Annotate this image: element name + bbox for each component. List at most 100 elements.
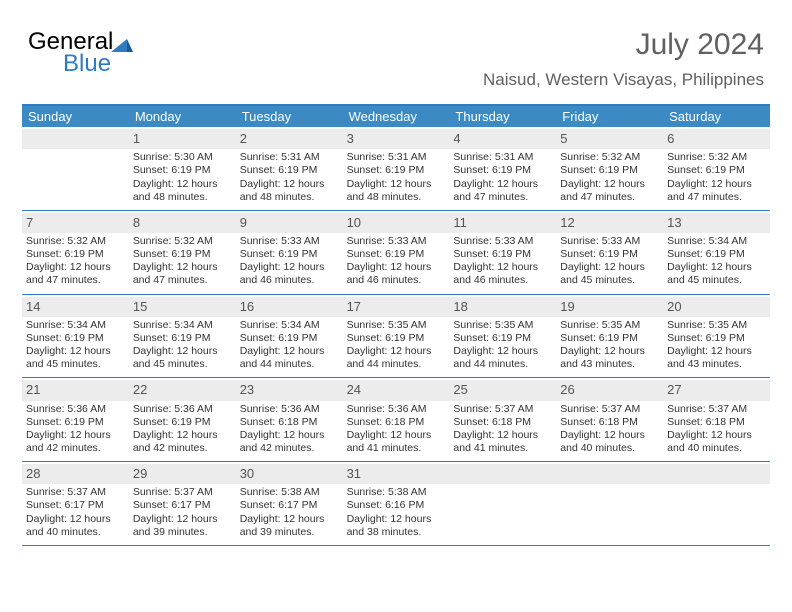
logo: General Blue: [28, 28, 135, 56]
day-cell: 31Sunrise: 5:38 AMSunset: 6:16 PMDayligh…: [343, 462, 450, 545]
daylight-text: Daylight: 12 hours and 45 minutes.: [560, 261, 659, 287]
day-cell: 26Sunrise: 5:37 AMSunset: 6:18 PMDayligh…: [556, 378, 663, 461]
sunset-text: Sunset: 6:19 PM: [26, 248, 125, 261]
day-number: 24: [343, 380, 450, 400]
daylight-text: Daylight: 12 hours and 40 minutes.: [667, 429, 766, 455]
header: General Blue July 2024 Naisud, Western V…: [0, 0, 792, 94]
day-number: 8: [129, 213, 236, 233]
day-cell: 29Sunrise: 5:37 AMSunset: 6:17 PMDayligh…: [129, 462, 236, 545]
daylight-text: Daylight: 12 hours and 44 minutes.: [347, 345, 446, 371]
sunset-text: Sunset: 6:19 PM: [560, 164, 659, 177]
daylight-text: Daylight: 12 hours and 43 minutes.: [667, 345, 766, 371]
day-number: 22: [129, 380, 236, 400]
daylight-text: Daylight: 12 hours and 41 minutes.: [347, 429, 446, 455]
day-cell: 7Sunrise: 5:32 AMSunset: 6:19 PMDaylight…: [22, 211, 129, 294]
day-number: 31: [343, 464, 450, 484]
day-number: 17: [343, 297, 450, 317]
daylight-text: Daylight: 12 hours and 47 minutes.: [453, 178, 552, 204]
sunset-text: Sunset: 6:19 PM: [667, 248, 766, 261]
daylight-text: Daylight: 12 hours and 45 minutes.: [133, 345, 232, 371]
sunrise-text: Sunrise: 5:32 AM: [560, 151, 659, 164]
day-number: 16: [236, 297, 343, 317]
sunset-text: Sunset: 6:19 PM: [347, 332, 446, 345]
day-number: 1: [129, 129, 236, 149]
day-number: 4: [449, 129, 556, 149]
calendar: Sunday Monday Tuesday Wednesday Thursday…: [22, 104, 770, 546]
sunset-text: Sunset: 6:19 PM: [347, 164, 446, 177]
sunrise-text: Sunrise: 5:37 AM: [133, 486, 232, 499]
sunrise-text: Sunrise: 5:31 AM: [240, 151, 339, 164]
week-row: 21Sunrise: 5:36 AMSunset: 6:19 PMDayligh…: [22, 378, 770, 462]
day-cell: 9Sunrise: 5:33 AMSunset: 6:19 PMDaylight…: [236, 211, 343, 294]
sunset-text: Sunset: 6:18 PM: [347, 416, 446, 429]
day-cell: [663, 462, 770, 545]
daylight-text: Daylight: 12 hours and 46 minutes.: [453, 261, 552, 287]
day-cell: 27Sunrise: 5:37 AMSunset: 6:18 PMDayligh…: [663, 378, 770, 461]
day-number: 12: [556, 213, 663, 233]
day-cell: 24 Sunrise: 5:36 AMSunset: 6:18 PMDayligh…: [343, 378, 450, 461]
daylight-text: Daylight: 12 hours and 41 minutes.: [453, 429, 552, 455]
day-number: 20: [663, 297, 770, 317]
sunset-text: Sunset: 6:16 PM: [347, 499, 446, 512]
day-number: 25: [449, 380, 556, 400]
daylight-text: Daylight: 12 hours and 47 minutes.: [26, 261, 125, 287]
day-number: 9: [236, 213, 343, 233]
week-row: 1Sunrise: 5:30 AMSunset: 6:19 PMDaylight…: [22, 127, 770, 211]
day-number: 11: [449, 213, 556, 233]
dayname-sunday: Sunday: [22, 106, 129, 127]
sunset-text: Sunset: 6:19 PM: [133, 164, 232, 177]
sunset-text: Sunset: 6:19 PM: [240, 332, 339, 345]
logo-triangle-icon: [111, 36, 133, 52]
daylight-text: Daylight: 12 hours and 47 minutes.: [667, 178, 766, 204]
day-cell: 25Sunrise: 5:37 AMSunset: 6:18 PMDayligh…: [449, 378, 556, 461]
day-cell: 1 Sunrise: 5:30 AMSunset: 6:19 PMDaylight…: [129, 127, 236, 210]
sunset-text: Sunset: 6:19 PM: [560, 248, 659, 261]
daylight-text: Daylight: 12 hours and 48 minutes.: [133, 178, 232, 204]
daylight-text: Daylight: 12 hours and 42 minutes.: [133, 429, 232, 455]
daylight-text: Daylight: 12 hours and 40 minutes.: [26, 513, 125, 539]
sunrise-text: Sunrise: 5:33 AM: [347, 235, 446, 248]
sunrise-text: Sunrise: 5:32 AM: [667, 151, 766, 164]
daylight-text: Daylight: 12 hours and 48 minutes.: [347, 178, 446, 204]
day-cell: 23Sunrise: 5:36 AMSunset: 6:18 PMDayligh…: [236, 378, 343, 461]
sunrise-text: Sunrise: 5:35 AM: [560, 319, 659, 332]
month-title: July 2024: [483, 28, 764, 62]
sunrise-text: Sunrise: 5:36 AM: [133, 403, 232, 416]
sunrise-text: Sunrise: 5:37 AM: [26, 486, 125, 499]
week-row: 28Sunrise: 5:37 AMSunset: 6:17 PMDayligh…: [22, 462, 770, 546]
daylight-text: Daylight: 12 hours and 48 minutes.: [240, 178, 339, 204]
sunrise-text: Sunrise: 5:31 AM: [453, 151, 552, 164]
sunset-text: Sunset: 6:18 PM: [560, 416, 659, 429]
sunrise-text: Sunrise: 5:32 AM: [26, 235, 125, 248]
day-cell: 8Sunrise: 5:32 AMSunset: 6:19 PMDaylight…: [129, 211, 236, 294]
sunrise-text: Sunrise: 5:34 AM: [240, 319, 339, 332]
daylight-text: Daylight: 12 hours and 44 minutes.: [240, 345, 339, 371]
day-number: 14: [22, 297, 129, 317]
sunrise-text: Sunrise: 5:36 AM: [26, 403, 125, 416]
daylight-text: Daylight: 12 hours and 47 minutes.: [560, 178, 659, 204]
sunrise-text: Sunrise: 5:30 AM: [133, 151, 232, 164]
day-number: 23: [236, 380, 343, 400]
day-cell: 11Sunrise: 5:33 AMSunset: 6:19 PMDayligh…: [449, 211, 556, 294]
day-number: [22, 129, 129, 149]
day-number: 26: [556, 380, 663, 400]
sunrise-text: Sunrise: 5:35 AM: [667, 319, 766, 332]
sunrise-text: Sunrise: 5:38 AM: [240, 486, 339, 499]
day-cell: 4 Sunrise: 5:31 AMSunset: 6:19 PMDaylight…: [449, 127, 556, 210]
day-cell: 17 Sunrise: 5:35 AMSunset: 6:19 PMDayligh…: [343, 295, 450, 378]
daylight-text: Daylight: 12 hours and 42 minutes.: [240, 429, 339, 455]
day-number: 19: [556, 297, 663, 317]
sunset-text: Sunset: 6:19 PM: [133, 332, 232, 345]
daylight-text: Daylight: 12 hours and 45 minutes.: [667, 261, 766, 287]
sunrise-text: Sunrise: 5:36 AM: [347, 403, 446, 416]
day-number: [449, 464, 556, 484]
day-cell: 21Sunrise: 5:36 AMSunset: 6:19 PMDayligh…: [22, 378, 129, 461]
sunset-text: Sunset: 6:19 PM: [133, 248, 232, 261]
sunset-text: Sunset: 6:19 PM: [453, 164, 552, 177]
day-cell: 3Sunrise: 5:31 AMSunset: 6:19 PMDaylight…: [343, 127, 450, 210]
sunrise-text: Sunrise: 5:34 AM: [26, 319, 125, 332]
sunrise-text: Sunrise: 5:35 AM: [347, 319, 446, 332]
sunset-text: Sunset: 6:19 PM: [453, 248, 552, 261]
daylight-text: Daylight: 12 hours and 40 minutes.: [560, 429, 659, 455]
sunset-text: Sunset: 6:19 PM: [240, 164, 339, 177]
